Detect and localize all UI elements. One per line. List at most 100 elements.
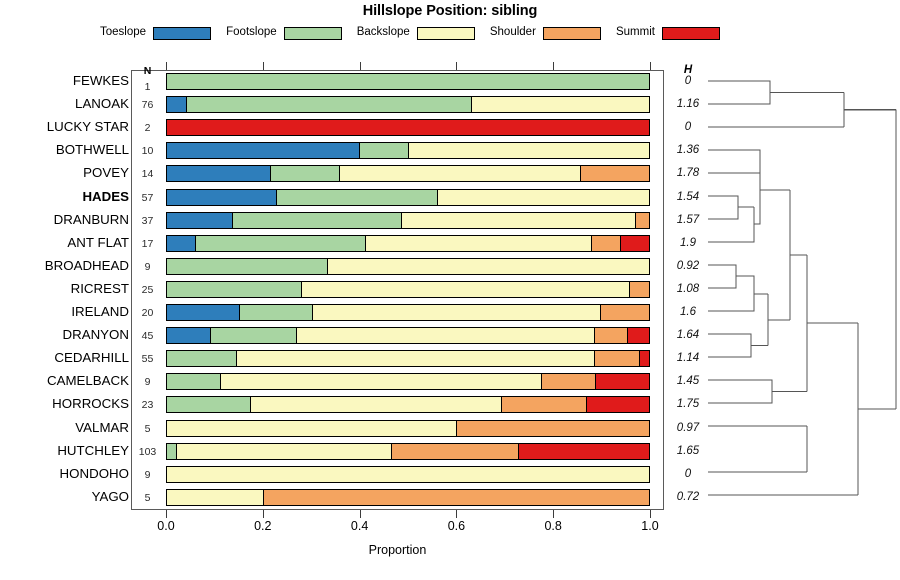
bar-segment-backslope (167, 466, 649, 482)
row-label-broadhead: BROADHEAD (44, 257, 129, 273)
bar-segment-backslope (328, 258, 649, 274)
row-n-value: 45 (141, 330, 154, 343)
bar-segment-backslope (251, 397, 503, 413)
stacked-bar (166, 327, 650, 345)
bar-segment-footslope (186, 97, 472, 113)
dendrogram-svg (708, 80, 897, 496)
bar-segment-summit (595, 374, 649, 390)
bar-segment-footslope (167, 374, 222, 390)
row-n-value: 5 (144, 491, 151, 504)
axis-tick-label: 0.8 (544, 519, 562, 533)
stacked-bar (166, 419, 650, 437)
row-h-value: 1.9 (680, 236, 696, 249)
bar-segment-footslope (167, 443, 178, 459)
bar-segment-backslope (409, 143, 649, 159)
legend-swatch-icon (542, 26, 601, 40)
axis-tick (456, 62, 458, 70)
bar-segment-toeslope (167, 212, 233, 228)
legend-item-footslope: Footslope (226, 26, 342, 40)
axis-tick (456, 510, 458, 518)
row-n-value: 14 (141, 168, 154, 181)
stacked-bar (166, 96, 650, 114)
legend-label: Summit (615, 26, 655, 39)
stacked-bar (166, 188, 650, 206)
bar-segment-backslope (340, 166, 581, 182)
stacked-bar (166, 373, 650, 391)
bar-segment-backslope (438, 189, 649, 205)
axis-tick-label: 0.0 (157, 519, 175, 533)
row-n-value: 17 (141, 237, 154, 250)
row-h-value: 1.16 (676, 98, 700, 111)
bar-segment-backslope (471, 97, 649, 113)
row-label-cedarhill: CEDARHILL (54, 350, 129, 366)
legend: Toeslope Footslope Backslope Shoulder Summit (100, 24, 720, 42)
page-title: Hillslope Position: sibling (362, 3, 538, 19)
bar-segment-backslope (302, 281, 630, 297)
axis-tick (359, 510, 361, 518)
bar-segment-backslope (237, 351, 596, 367)
bar-segment-footslope (167, 351, 238, 367)
legend-swatch-icon (283, 26, 342, 40)
stacked-bar (166, 142, 650, 160)
bar-segment-backslope (167, 489, 265, 505)
row-n-value: 9 (144, 376, 151, 389)
bar-segment-footslope (270, 166, 340, 182)
bar-segment-backslope (312, 305, 602, 320)
axis-tick (262, 62, 264, 70)
row-h-value: 1.54 (676, 190, 700, 203)
row-label-lucky-star: LUCKY STAR (46, 119, 129, 135)
row-h-value: 1.57 (676, 213, 700, 226)
row-n-value: 10 (141, 145, 154, 158)
row-n-value: 2 (144, 122, 151, 135)
stacked-bar (166, 257, 650, 275)
row-h-value: 1.75 (676, 398, 700, 411)
bar-segment-backslope (177, 443, 393, 459)
bar-segment-toeslope (167, 235, 197, 251)
row-h-value: 0 (684, 121, 692, 134)
legend-swatch-icon (153, 26, 212, 40)
row-n-value: 9 (144, 260, 151, 273)
x-axis-tick-labels: 0.0 0.2 0.4 0.6 0.8 1.0 (0, 519, 900, 535)
x-axis-title: Proportion (368, 543, 427, 557)
bar-segment-shoulder (580, 166, 649, 182)
bar-segment-footslope (196, 235, 366, 251)
legend-item-shoulder: Shoulder (490, 26, 601, 40)
row-h-value: 1.45 (676, 375, 700, 388)
bar-segment-summit (586, 397, 649, 413)
row-label-horrocks: HORROCKS (52, 396, 129, 412)
bar-segment-footslope (239, 305, 313, 320)
bar-segment-shoulder (595, 351, 640, 367)
row-h-value: 0 (684, 75, 692, 87)
bar-segment-backslope (221, 374, 542, 390)
row-h-value: 1.08 (676, 282, 700, 295)
row-label-dranyon: DRANYON (62, 327, 130, 343)
row-label-yago: YAGO (91, 488, 129, 504)
stacked-bar (166, 442, 650, 460)
row-h-value: 0.72 (676, 490, 700, 503)
row-label-ricrest: RICREST (70, 280, 129, 296)
bar-segment-toeslope (167, 328, 211, 344)
bar-segment-backslope (296, 328, 595, 344)
row-h-value: 0.97 (676, 421, 700, 434)
row-label-hades: HADES (82, 188, 129, 204)
row-h-value: 1.14 (676, 352, 700, 365)
bar-segment-shoulder (601, 305, 649, 320)
row-label-ireland: IRELAND (71, 304, 129, 319)
bar-segment-shoulder (592, 235, 622, 251)
axis-tick (166, 62, 167, 70)
legend-swatch-icon (416, 26, 475, 40)
row-label-fewkes: FEWKES (72, 73, 129, 88)
legend-item-toeslope: Toeslope (100, 26, 212, 40)
row-label-lanoak: LANOAK (75, 96, 129, 112)
bar-segment-summit (639, 351, 649, 367)
bar-segment-footslope (277, 189, 439, 205)
bar-segment-summit (167, 120, 649, 136)
row-h-value: 1.65 (676, 444, 700, 457)
legend-item-summit: Summit (615, 26, 720, 40)
axis-tick-label: 0.6 (447, 519, 466, 533)
row-h-value: 0.92 (676, 259, 700, 272)
column-header-n: N (143, 65, 152, 77)
stacked-bar (166, 396, 650, 414)
stacked-bar (166, 350, 650, 368)
bar-segment-shoulder (456, 420, 649, 436)
